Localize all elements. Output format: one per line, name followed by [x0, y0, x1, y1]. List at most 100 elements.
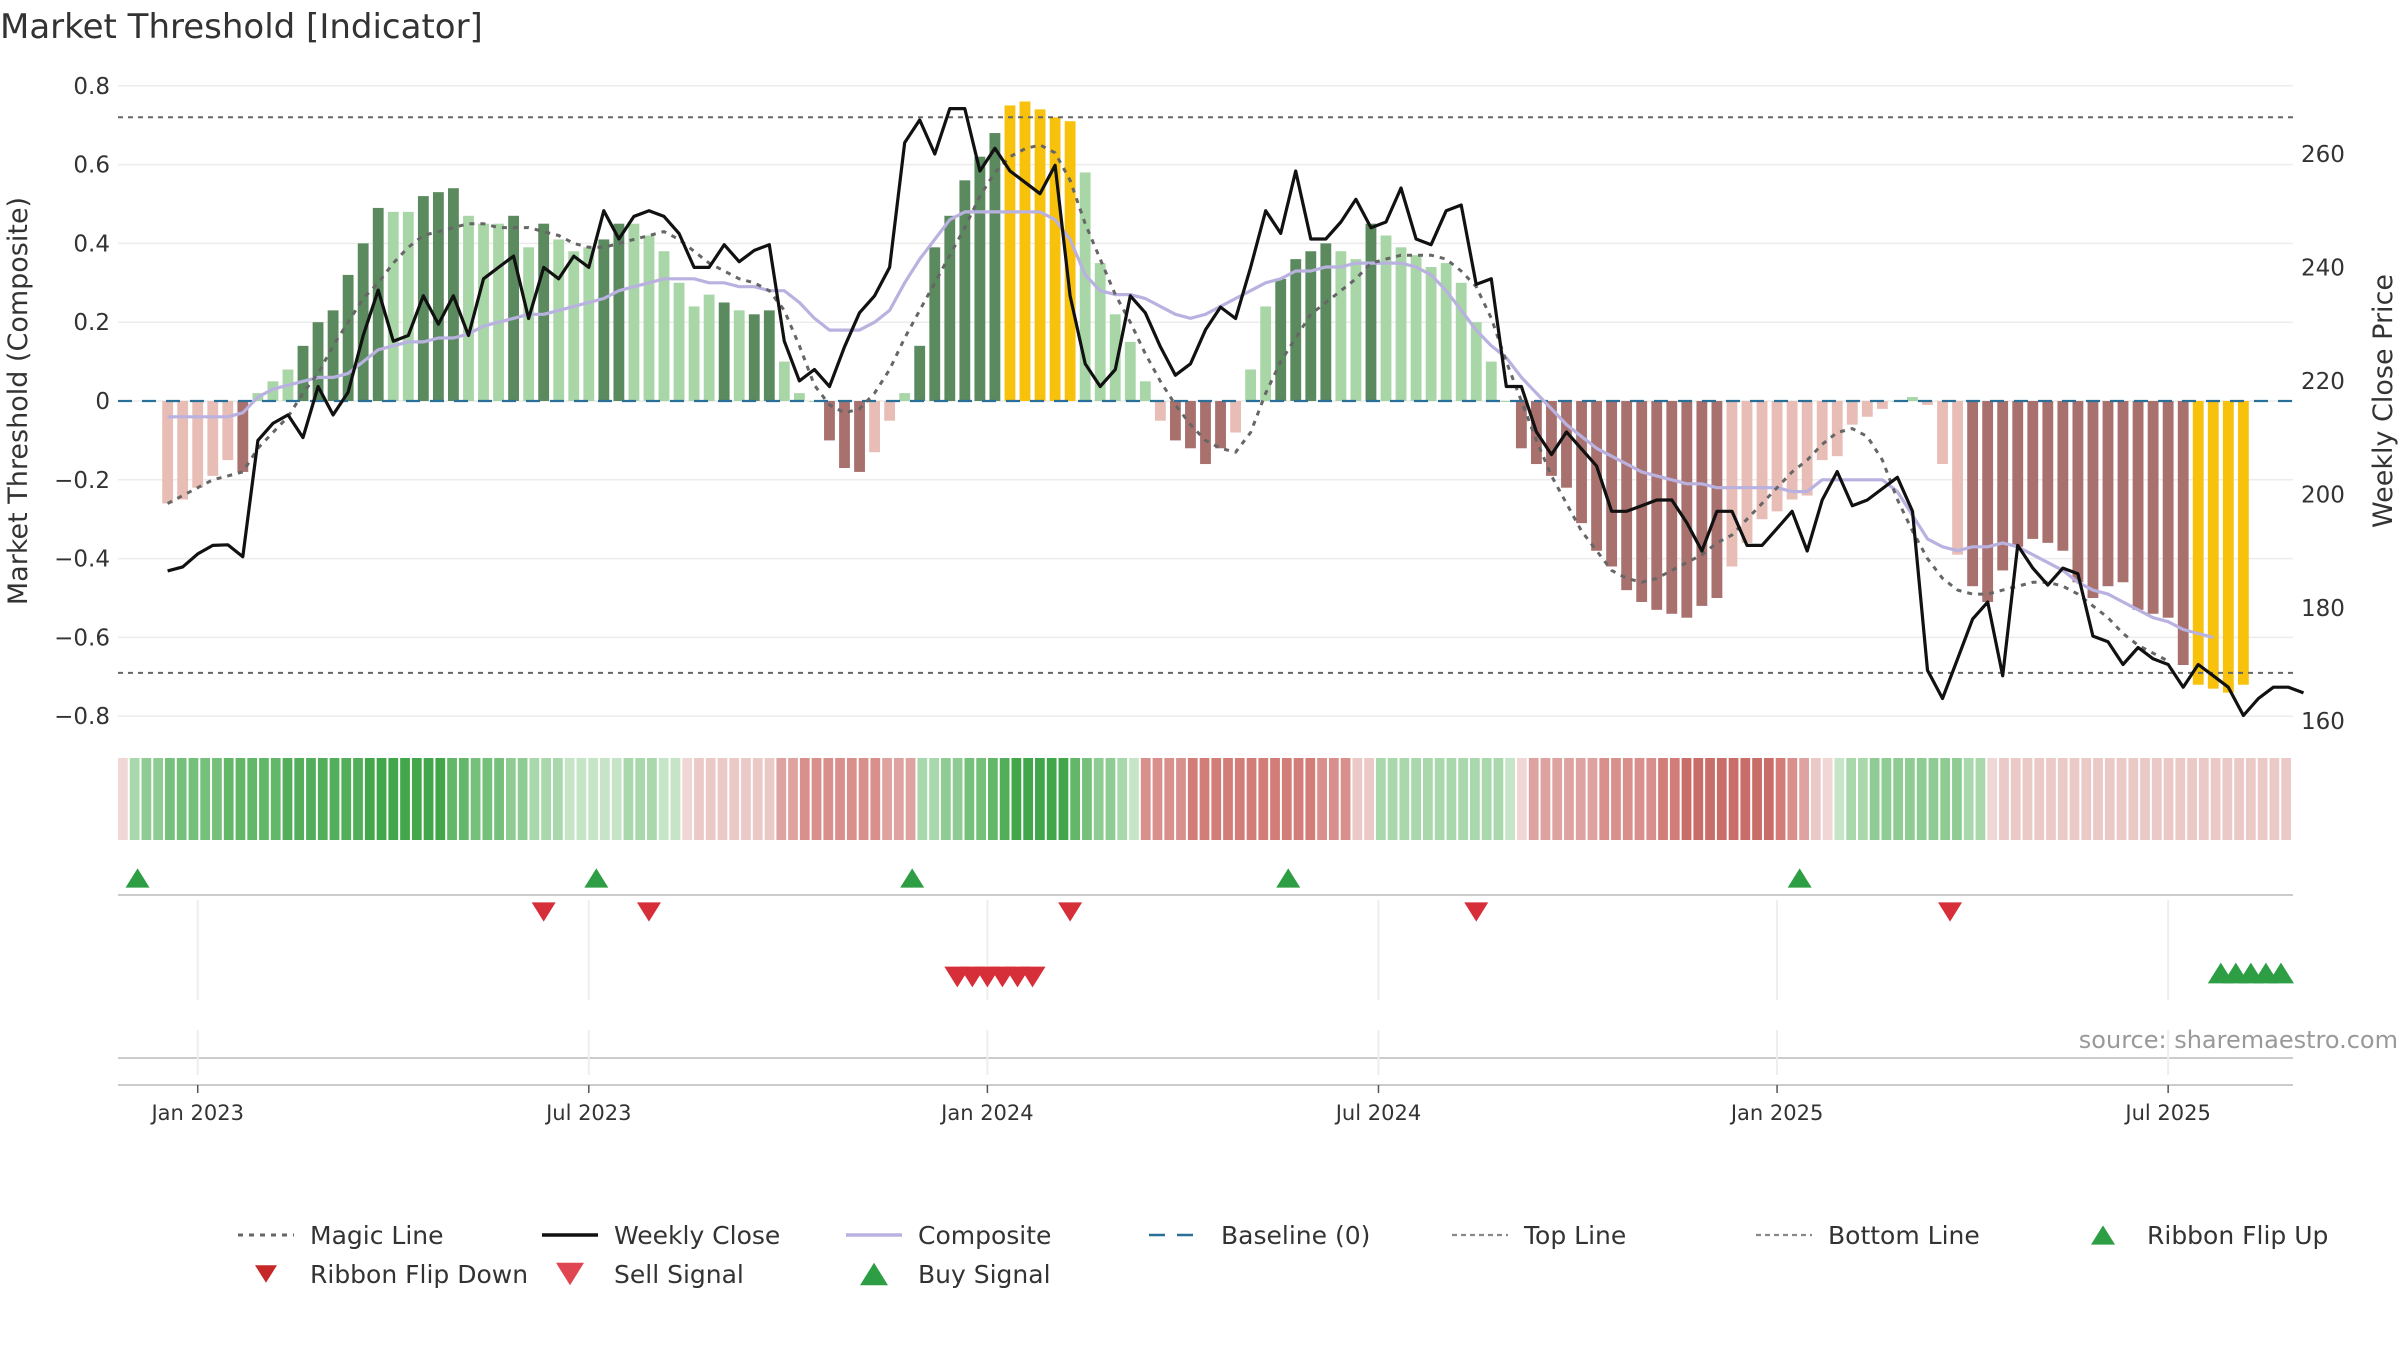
- threshold-bar: [673, 282, 685, 401]
- x-tick-label: Jul 2023: [544, 1101, 631, 1125]
- threshold-bar: [1440, 263, 1452, 401]
- ribbon-segment: [1070, 758, 1081, 840]
- ribbon-segment: [2022, 758, 2033, 840]
- ribbon-segment: [1199, 758, 1210, 840]
- ribbon-segment: [1928, 758, 1939, 840]
- ribbon-segment: [1752, 758, 1762, 840]
- ribbon-segment: [294, 758, 305, 840]
- threshold-bar: [2027, 401, 2039, 539]
- threshold-bar: [2207, 401, 2219, 689]
- ribbon-segment: [1364, 758, 1374, 840]
- threshold-bar: [1591, 401, 1602, 551]
- ribbon-segment: [2210, 758, 2221, 840]
- ribbon-flip-down-marker: [636, 902, 661, 922]
- threshold-bar: [1771, 401, 1783, 512]
- threshold-bar: [2177, 401, 2189, 666]
- y-tick-label: 0.6: [73, 153, 110, 179]
- threshold-bar: [2192, 401, 2204, 685]
- y2-tick-label: 240: [2301, 255, 2345, 281]
- ribbon-segment: [2222, 758, 2233, 840]
- threshold-bar: [2162, 401, 2174, 618]
- threshold-bar: [222, 401, 234, 461]
- threshold-bar: [1937, 401, 1948, 465]
- ribbon-segment: [623, 758, 634, 840]
- threshold-bar: [1515, 401, 1527, 449]
- y-axis-label: Market Threshold (Composite): [3, 197, 34, 605]
- ribbon-segment: [1963, 758, 1974, 840]
- ribbon-flip-up-marker: [1787, 868, 1812, 888]
- left-y-ticks: 0.8 0.6 0.4 0.2 0 −0.2 −0.4 −0.6 −0.8: [54, 74, 110, 730]
- threshold-bar: [2012, 401, 2024, 547]
- threshold-bar: [1335, 251, 1347, 401]
- legend-label: Composite: [918, 1221, 1051, 1250]
- legend-item-composite: Composite: [846, 1221, 1051, 1250]
- threshold-bar: [1290, 259, 1302, 401]
- threshold-bar: [583, 247, 595, 401]
- ribbon-segment: [1975, 758, 1986, 840]
- ribbon-segment: [564, 758, 575, 840]
- threshold-bar: [1170, 401, 1181, 441]
- ribbon-segment: [576, 758, 587, 840]
- ribbon-segment: [2140, 758, 2150, 840]
- ribbon-segment: [835, 758, 845, 840]
- ribbon-segment: [1411, 758, 1421, 840]
- ribbon-segment: [353, 758, 363, 840]
- ribbon-segment: [1669, 758, 1680, 840]
- ribbon-segment: [858, 758, 869, 840]
- ribbon-segment: [1328, 758, 1339, 840]
- ribbon-segment: [1869, 758, 1880, 840]
- legend-item-baseline: Baseline (0): [1149, 1221, 1370, 1250]
- y2-tick-label: 220: [2301, 369, 2345, 395]
- threshold-bar: [793, 393, 805, 401]
- ribbon-segment: [306, 758, 316, 840]
- ribbon-segment: [940, 758, 951, 840]
- threshold-bar: [327, 310, 339, 401]
- ribbon-segment: [1129, 758, 1139, 840]
- trend-ribbon: [118, 758, 2291, 840]
- ribbon-segment: [611, 758, 622, 840]
- ribbon-segment: [2234, 758, 2244, 840]
- x-tick-label: Jul 2024: [1334, 1101, 1421, 1125]
- threshold-bar: [1876, 401, 1888, 409]
- ribbon-segment: [1281, 758, 1292, 840]
- ribbon-segment: [1611, 758, 1621, 840]
- ribbon-flip-down-marker: [1058, 902, 1083, 922]
- ribbon-segment: [188, 758, 199, 840]
- threshold-bar: [2042, 401, 2054, 543]
- threshold-bar: [357, 243, 369, 401]
- threshold-bar: [2147, 401, 2159, 614]
- threshold-bar: [1726, 401, 1738, 567]
- ribbon-segment: [1517, 758, 1527, 840]
- threshold-bar: [959, 180, 971, 401]
- ribbon-segment: [2104, 758, 2115, 840]
- threshold-bar: [643, 235, 655, 401]
- buy-signal-marker: [2267, 962, 2294, 984]
- ribbon-segment: [1599, 758, 1610, 840]
- ribbon-segment: [1987, 758, 1998, 840]
- threshold-bar: [192, 401, 204, 488]
- ribbon-segment: [600, 758, 610, 840]
- legend-item-flipdown: Ribbon Flip Down: [255, 1260, 528, 1289]
- x-tick-label: Jan 2024: [939, 1101, 1034, 1125]
- threshold-bar: [1109, 314, 1121, 401]
- ribbon-segment: [1434, 758, 1445, 840]
- ribbon-segment: [1375, 758, 1386, 840]
- ribbon-segment: [670, 758, 681, 840]
- threshold-bar: [1305, 251, 1317, 401]
- y2-tick-label: 260: [2301, 142, 2345, 168]
- legend-item-weekly: Weekly Close: [542, 1221, 780, 1250]
- threshold-bar: [1801, 401, 1813, 496]
- ribbon-segment: [529, 758, 540, 840]
- x-axis-ticks: Jan 2023 Jul 2023 Jan 2024 Jul 2024 Jan 2025…: [149, 1085, 2211, 1125]
- ribbon-segment: [129, 758, 140, 840]
- ribbon-segment: [1564, 758, 1574, 840]
- ribbon-segment: [2175, 758, 2186, 840]
- ribbon-segment: [1211, 758, 1222, 840]
- ribbon-flip-down-marker: [1938, 902, 1963, 922]
- threshold-bar: [1245, 369, 1257, 401]
- threshold-bar: [2237, 401, 2249, 685]
- threshold-bar: [267, 381, 279, 401]
- threshold-bar: [2072, 401, 2084, 583]
- ribbon-segment: [1552, 758, 1563, 840]
- threshold-bar: [688, 306, 700, 401]
